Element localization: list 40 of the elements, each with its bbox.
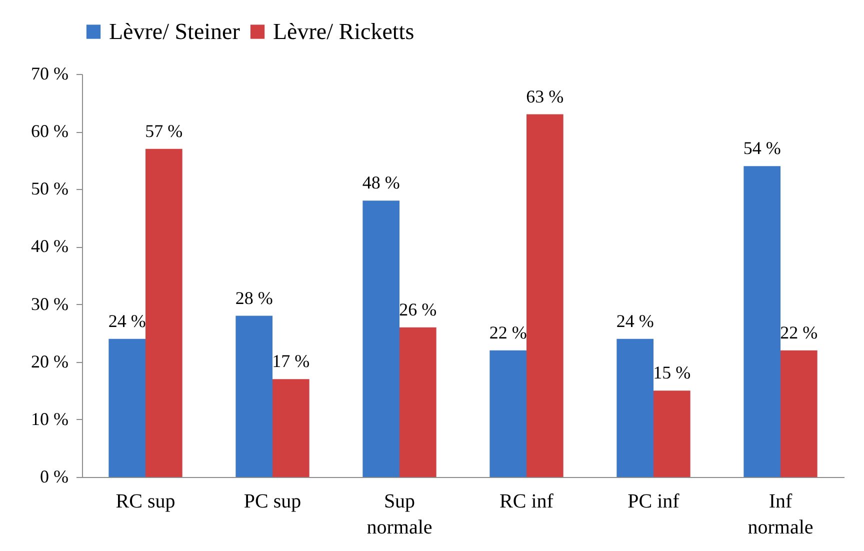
data-label: 26 % — [399, 299, 437, 320]
data-label: 24 % — [616, 310, 654, 331]
data-label: 28 % — [235, 288, 273, 308]
x-tick-label: Inf normale — [748, 490, 814, 538]
bar — [780, 350, 818, 477]
data-label: 22 % — [780, 322, 818, 342]
x-tick-label: Sup normale — [366, 490, 432, 538]
bar — [490, 350, 526, 477]
data-label: 57 % — [145, 120, 183, 141]
y-tick-label: 20 % — [31, 351, 68, 372]
bar — [400, 327, 436, 477]
data-label: 24 % — [108, 310, 146, 331]
y-tick-label: 60 % — [31, 121, 68, 142]
data-label: 48 % — [362, 172, 400, 193]
data-label: 15 % — [653, 362, 691, 383]
y-tick-label: 30 % — [31, 294, 68, 314]
bar — [362, 200, 400, 477]
y-tick-label: 40 % — [31, 236, 68, 256]
y-tick-label: 10 % — [31, 408, 68, 429]
y-tick-label: 0 % — [40, 466, 68, 486]
data-label: 54 % — [743, 138, 781, 158]
bar — [744, 166, 780, 477]
bar — [108, 338, 146, 477]
y-tick-label: 50 % — [31, 178, 68, 199]
data-label: 63 % — [526, 86, 564, 106]
bar — [236, 316, 272, 477]
legend-label: Lèvre/ Ricketts — [273, 18, 414, 44]
bar — [146, 148, 182, 477]
data-label: 17 % — [272, 351, 310, 372]
x-tick-label: RC sup — [116, 490, 176, 512]
y-tick-label: 70 % — [31, 64, 68, 84]
bar — [526, 114, 564, 477]
x-tick-label: PC inf — [628, 490, 680, 512]
legend-label: Lèvre/ Steiner — [109, 18, 240, 44]
x-tick-label: PC sup — [244, 490, 302, 512]
data-label: 22 % — [489, 322, 527, 342]
bar — [616, 338, 654, 477]
bar — [272, 379, 310, 477]
bar — [654, 390, 690, 477]
x-tick-label: RC inf — [500, 490, 554, 512]
